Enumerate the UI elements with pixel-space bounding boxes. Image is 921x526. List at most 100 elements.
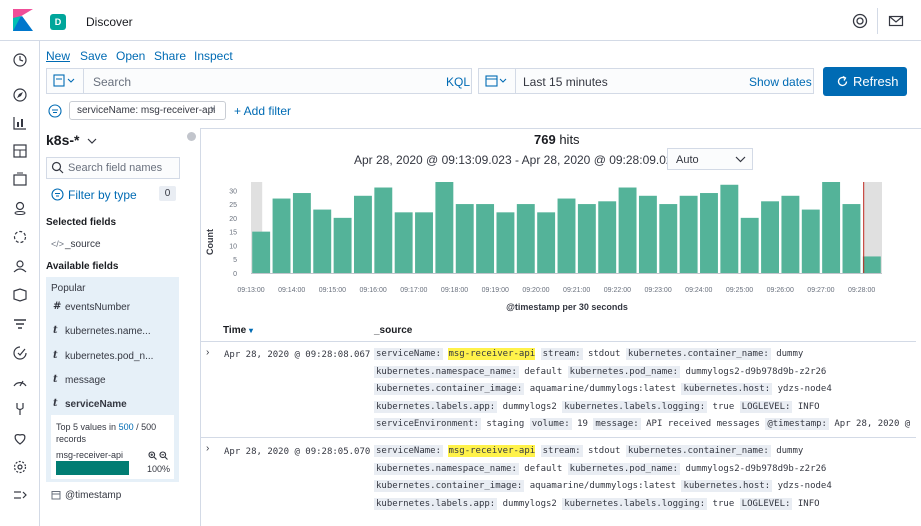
field-value: dummy bbox=[770, 446, 804, 456]
histogram-bar bbox=[394, 212, 413, 273]
doc-source-line: kubernetes.container_image: aquamarine/d… bbox=[374, 383, 832, 395]
x-tick-label: 09:20:00 bbox=[522, 287, 549, 294]
apm-icon[interactable] bbox=[11, 315, 29, 333]
discover-compass-icon[interactable] bbox=[11, 86, 29, 104]
field-key: serviceName: bbox=[374, 348, 444, 360]
filter-for-value-icon[interactable] bbox=[148, 451, 157, 460]
refresh-button[interactable]: Refresh bbox=[823, 67, 907, 96]
field-key: LOGLEVEL: bbox=[739, 400, 793, 413]
histogram-bar bbox=[455, 204, 474, 273]
menu-new[interactable]: New bbox=[46, 49, 71, 63]
query-input[interactable] bbox=[46, 68, 472, 94]
monitoring-icon[interactable] bbox=[11, 429, 29, 447]
search-highlight: api bbox=[518, 445, 536, 457]
filter-by-type-button[interactable]: Filter by type bbox=[68, 188, 137, 202]
filter-pill[interactable] bbox=[69, 101, 226, 120]
y-tick-label: 25 bbox=[229, 202, 237, 209]
field-key: message: bbox=[593, 418, 641, 430]
field-events-number[interactable]: eventsNumber bbox=[65, 302, 131, 313]
field-value: ydzs-node4 bbox=[772, 384, 832, 394]
time-range-label[interactable]: Last 15 minutes bbox=[523, 75, 608, 89]
menu-share[interactable]: Share bbox=[154, 49, 187, 63]
number-type-icon: # bbox=[53, 301, 62, 312]
dock-nav-icon[interactable] bbox=[11, 486, 29, 504]
hits-label: hits bbox=[559, 132, 580, 147]
logs-icon[interactable] bbox=[11, 286, 29, 304]
field-message[interactable]: message bbox=[65, 375, 106, 386]
field-timestamp[interactable]: @timestamp bbox=[65, 490, 122, 501]
selected-fields-heading: Selected fields bbox=[46, 217, 117, 228]
mail-icon[interactable] bbox=[887, 12, 905, 30]
histogram-bar bbox=[516, 204, 535, 273]
siem-icon[interactable] bbox=[11, 257, 29, 275]
recent-clock-icon[interactable] bbox=[11, 51, 29, 69]
expand-row-chevron-icon[interactable]: › bbox=[206, 443, 210, 454]
sample-size-link[interactable]: 500 bbox=[118, 422, 134, 432]
x-tick-label: 09:16:00 bbox=[360, 287, 387, 294]
metrics-icon[interactable] bbox=[11, 372, 29, 390]
collapse-sidebar-icon[interactable] bbox=[187, 132, 196, 141]
dashboard-icon[interactable] bbox=[11, 142, 29, 160]
field-key: volume: bbox=[529, 418, 572, 430]
maps-icon[interactable] bbox=[11, 199, 29, 217]
x-tick-label: 09:23:00 bbox=[644, 287, 671, 294]
dev-tools-icon[interactable] bbox=[11, 400, 29, 418]
saved-query-button[interactable] bbox=[46, 68, 84, 94]
menu-save[interactable]: Save bbox=[80, 49, 108, 63]
expand-row-chevron-icon[interactable]: › bbox=[206, 347, 210, 358]
histogram-bar bbox=[415, 212, 433, 273]
filter-options-icon[interactable] bbox=[48, 104, 62, 118]
date-picker[interactable] bbox=[478, 68, 814, 94]
row-divider bbox=[201, 437, 916, 438]
canvas-icon[interactable] bbox=[11, 170, 29, 188]
field-value: dummy bbox=[770, 349, 804, 359]
quick-menu-button[interactable] bbox=[478, 68, 516, 94]
histogram-bar bbox=[272, 198, 291, 273]
field-key: serviceName: bbox=[374, 445, 444, 457]
field-value: true bbox=[707, 401, 740, 412]
histogram-bar bbox=[537, 212, 556, 273]
space-avatar[interactable]: D bbox=[50, 14, 66, 30]
menu-open[interactable]: Open bbox=[116, 49, 146, 63]
uptime-icon[interactable] bbox=[11, 344, 29, 362]
field-value: default bbox=[518, 463, 568, 474]
time-column-header[interactable]: Time ▾ bbox=[223, 325, 253, 336]
partial-bucket-start bbox=[251, 182, 263, 273]
string-type-icon: t bbox=[53, 325, 58, 336]
menu-inspect[interactable]: Inspect bbox=[194, 49, 233, 63]
field-key: kubernetes.labels.logging: bbox=[562, 400, 708, 413]
field-service-name[interactable]: serviceName bbox=[65, 399, 127, 410]
search-highlight: - bbox=[513, 348, 519, 360]
histogram-bar bbox=[577, 204, 596, 273]
index-pattern-selector[interactable]: k8s-* bbox=[46, 132, 97, 148]
kql-toggle[interactable]: KQL bbox=[446, 75, 471, 89]
x-tick-label: 09:17:00 bbox=[400, 287, 427, 294]
field-key: stream: bbox=[540, 348, 583, 360]
kibana-logo-icon[interactable] bbox=[13, 9, 33, 31]
histogram-bar bbox=[862, 256, 881, 273]
histogram-chart[interactable]: Count @timestamp per 30 seconds 0 5 10 15 20… bbox=[200, 176, 916, 316]
interval-select[interactable] bbox=[667, 148, 753, 170]
filter-pill-label[interactable]: serviceName: msg-receiver-api bbox=[77, 105, 216, 116]
histogram-bar bbox=[801, 209, 820, 273]
field-key: kubernetes.container_name: bbox=[625, 348, 771, 360]
histogram-bar bbox=[842, 204, 861, 273]
x-tick-label: 09:24:00 bbox=[685, 287, 712, 294]
remove-filter-icon[interactable]: × bbox=[210, 104, 216, 115]
field-key: stream: bbox=[540, 445, 583, 457]
selected-field-source[interactable]: _source bbox=[65, 239, 101, 250]
sort-desc-icon[interactable]: ▾ bbox=[248, 326, 253, 335]
histogram-bar bbox=[618, 187, 637, 273]
help-icon[interactable] bbox=[851, 12, 869, 30]
ml-icon[interactable] bbox=[11, 228, 29, 246]
top5-prefix: Top 5 values in bbox=[56, 422, 117, 432]
field-kubernetes-pod-name[interactable]: kubernetes.pod_n... bbox=[65, 351, 154, 362]
show-dates-link[interactable]: Show dates bbox=[749, 75, 812, 89]
visualize-icon[interactable] bbox=[11, 114, 29, 132]
filter-out-value-icon[interactable] bbox=[159, 451, 168, 460]
add-filter-button[interactable]: + Add filter bbox=[234, 104, 292, 118]
field-kubernetes-name[interactable]: kubernetes.name... bbox=[65, 326, 151, 337]
management-gear-icon[interactable] bbox=[11, 458, 29, 476]
value-percentage-bar bbox=[56, 461, 129, 475]
field-search-input[interactable] bbox=[46, 157, 180, 179]
